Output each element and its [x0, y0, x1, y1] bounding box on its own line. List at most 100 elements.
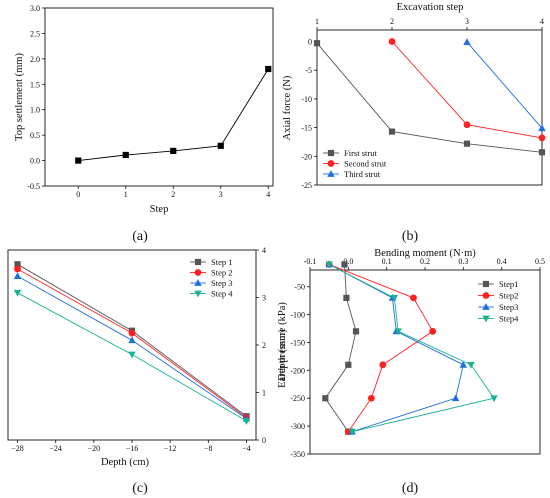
data-point-s2: [463, 121, 471, 129]
legend-label: Step 1: [211, 257, 233, 267]
data-point-s4: [467, 361, 475, 369]
legend-marker: [482, 303, 490, 310]
y-axis-label-a: Top settlement (mm): [14, 53, 25, 141]
legend-label: Step4: [499, 314, 519, 324]
legend-marker: [327, 170, 335, 177]
ticks-a: 0 1 2 3 4 -0.5 0.0 0.5 1.0 1.5 2.0 2.5 3.0: [27, 4, 270, 199]
y-axis-label-b: Axial force (N): [282, 75, 293, 140]
y-tick-label: 0: [308, 37, 312, 46]
data-point-s4: [490, 395, 498, 403]
data-point-s1: [122, 151, 129, 159]
x-axis-label-b: Excavation step: [397, 2, 464, 13]
x-tick-label: 0.4: [497, 257, 507, 266]
data-point-s1: [388, 128, 396, 135]
legend-marker: [194, 269, 202, 276]
series-line-3: [466, 41, 543, 129]
legend-label: Step2: [499, 291, 518, 301]
legend-label: Step1: [499, 279, 518, 289]
y-tick-label: 2: [262, 341, 266, 350]
y-tick-label: 2.5: [30, 29, 40, 38]
x-tick-label: 2: [171, 190, 175, 199]
panel-a: 0 1 2 3 4 -0.5 0.0 0.5 1.0 1.5 2.0 2.5 3.0 Step Top …: [14, 4, 274, 244]
legend-marker: [482, 315, 490, 323]
x-tick-label: −8: [204, 444, 213, 453]
data-point-s4: [390, 294, 399, 302]
data-point-s2: [367, 394, 375, 402]
lines-b: [316, 41, 543, 153]
y-tick-label: 3.0: [30, 4, 40, 13]
x-tick-label: 3: [465, 17, 469, 26]
legend-label: Step 2: [211, 268, 233, 278]
y-tick-label: -15: [301, 124, 312, 133]
y-tick-label: -300: [290, 422, 305, 431]
data-point-s2: [14, 265, 21, 273]
data-point-s1: [265, 65, 272, 73]
data-point-s3: [463, 38, 471, 45]
caption-d: (d): [402, 481, 419, 496]
y-tick-label: -50: [294, 283, 305, 292]
y-tick-label: 0.0: [30, 157, 40, 166]
data-point-s2: [379, 361, 387, 369]
data-point-s1: [463, 140, 471, 147]
y-tick-label: -5: [305, 66, 312, 75]
x-tick-label: 1: [315, 17, 319, 26]
y-tick-label: -250: [290, 394, 305, 403]
markers-d: [322, 260, 498, 436]
data-point-s1: [322, 395, 329, 402]
ticks-b: 1 2 3 4 0 -5 -10 -15 -20 -25: [301, 17, 544, 190]
data-point-s2: [538, 134, 546, 142]
y-tick-label: 1: [262, 389, 266, 398]
x-tick-label: 3: [219, 190, 223, 199]
data-point-s2: [128, 329, 136, 337]
data-point-s2: [429, 327, 437, 335]
data-point-s1: [170, 147, 177, 155]
x-tick-label: −28: [11, 444, 24, 453]
caption-b: (b): [402, 229, 419, 244]
y-tick-label: 4: [262, 246, 266, 255]
legend-marker: [194, 258, 202, 266]
y-tick-label: -20: [301, 152, 312, 161]
legend-marker: [194, 279, 202, 286]
y-tick-label: -25: [301, 181, 312, 190]
y-tick-label: -150: [290, 338, 305, 347]
legend-label: Step3: [499, 302, 518, 312]
plot-frame-a: [44, 7, 274, 187]
y-tick-label: -0.5: [27, 182, 40, 191]
x-tick-label: 0: [76, 190, 80, 199]
ticks-d: -0.1 0.0 0.1 0.2 0.3 0.4 0.5 -50 -100 -150 -200 -25…: [290, 257, 545, 459]
y-tick-label: 1.5: [30, 80, 40, 89]
legend-marker: [327, 149, 335, 157]
legend-label: Third strut: [344, 169, 381, 179]
x-tick-label: −20: [88, 444, 101, 453]
data-point-s3: [451, 394, 460, 402]
y-tick-label: -10: [301, 95, 312, 104]
series-line-1: [78, 68, 269, 162]
lines-a: [78, 68, 269, 162]
data-point-s3: [538, 124, 546, 132]
data-point-s3: [13, 272, 22, 280]
x-tick-label: −4: [242, 444, 251, 453]
series-line-1: [324, 264, 357, 432]
y-tick-label: 0.5: [30, 131, 40, 140]
markers-a: [75, 65, 272, 164]
legend-marker: [482, 280, 490, 288]
legend-marker: [482, 292, 490, 299]
caption-a: (a): [132, 229, 148, 244]
x-tick-label: −12: [164, 444, 177, 453]
y-tick-label: 1.0: [30, 106, 40, 115]
legend-label: Second strut: [344, 159, 387, 169]
legend-label: First strut: [344, 148, 377, 158]
x-axis-label-c: Depth (cm): [101, 457, 150, 468]
data-point-s2: [410, 294, 417, 302]
data-point-s3: [459, 360, 468, 368]
legend-marker: [327, 160, 335, 167]
x-tick-label: 4: [540, 17, 544, 26]
x-tick-label: 0.3: [458, 257, 468, 266]
x-tick-label: 2: [390, 17, 394, 26]
series-line-4: [328, 263, 495, 433]
data-point-s3: [128, 336, 136, 344]
data-point-s1: [341, 261, 348, 268]
x-tick-label: −24: [49, 444, 62, 453]
